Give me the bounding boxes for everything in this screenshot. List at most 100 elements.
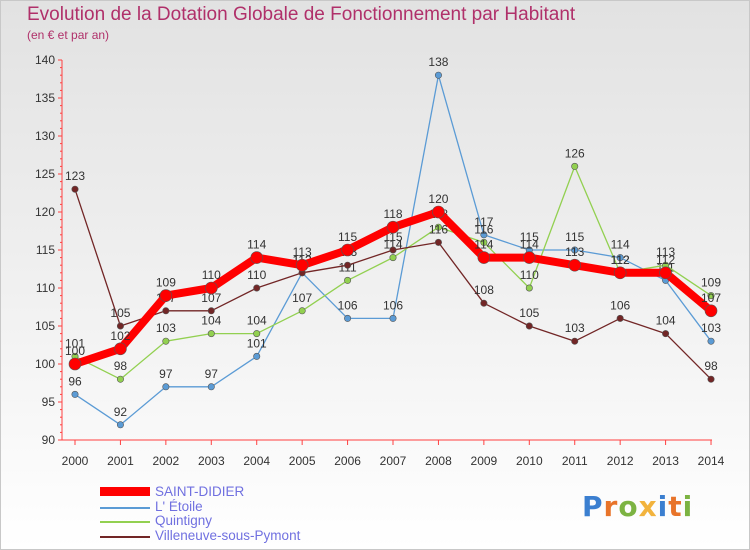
data-point-villeneuve-sous-pymont: [71, 185, 79, 193]
data-label-quintigny: 116: [474, 222, 493, 236]
data-label-l-etoile: 115: [520, 230, 539, 244]
data-point-quintigny: [116, 375, 124, 383]
data-point-villeneuve-sous-pymont: [207, 307, 215, 315]
data-label-villeneuve-sous-pymont: 106: [610, 298, 630, 312]
data-label-l-etoile: 106: [338, 298, 358, 312]
legend-label-quintigny: Quintigny: [155, 513, 213, 528]
x-tick-label: 2013: [652, 454, 679, 468]
data-label-villeneuve-sous-pymont: 123: [65, 169, 85, 183]
y-tick-label: 105: [35, 319, 55, 333]
data-point-quintigny: [344, 276, 352, 284]
data-label-quintigny: 104: [247, 314, 267, 328]
data-label-villeneuve-sous-pymont: 103: [565, 321, 585, 335]
data-label-villeneuve-sous-pymont: 108: [474, 283, 494, 297]
data-point-l-etoile: [480, 231, 488, 239]
legend-swatch-l-etoile: [100, 506, 150, 509]
legend-label-villeneuve-sous-pymont: Villeneuve-sous-Pymont: [155, 527, 301, 543]
data-point-quintigny: [434, 223, 442, 231]
data-point-l-etoile: [571, 246, 579, 254]
x-tick-label: 2007: [380, 454, 407, 468]
x-tick-label: 2006: [334, 454, 361, 468]
logo-letter: t: [668, 490, 683, 523]
data-label-l-etoile: 138: [428, 55, 448, 69]
data-label-l-etoile: 97: [205, 367, 219, 381]
data-label-saint-didier: 112: [611, 253, 630, 267]
data-point-saint-didier: [568, 258, 582, 272]
data-point-villeneuve-sous-pymont: [525, 322, 533, 330]
data-point-saint-didier: [704, 304, 718, 318]
data-label-l-etoile: 97: [159, 367, 173, 381]
x-tick-label: 2004: [243, 454, 270, 468]
data-point-villeneuve-sous-pymont: [616, 314, 624, 322]
legend-swatch-saint-didier: [100, 487, 150, 496]
legend-label-l-etoile: L' Étoile: [155, 498, 203, 514]
data-point-villeneuve-sous-pymont: [707, 375, 715, 383]
logo-letter: r: [603, 490, 619, 523]
data-label-saint-didier: 114: [520, 238, 539, 252]
data-point-l-etoile: [434, 71, 442, 79]
data-point-villeneuve-sous-pymont: [662, 330, 670, 338]
data-label-saint-didier: 102: [110, 329, 130, 343]
y-tick-label: 115: [36, 243, 55, 257]
x-tick-label: 2005: [289, 454, 316, 468]
x-tick-label: 2002: [153, 454, 180, 468]
data-label-quintigny: 98: [114, 359, 128, 373]
data-label-l-etoile: 115: [565, 230, 584, 244]
logo-letter: i: [657, 490, 669, 523]
data-point-saint-didier: [432, 205, 445, 219]
data-label-villeneuve-sous-pymont: 107: [201, 291, 221, 305]
data-point-quintigny: [253, 330, 261, 338]
data-point-saint-didier: [204, 281, 218, 295]
data-label-saint-didier: 118: [383, 207, 402, 221]
y-tick-label: 110: [36, 281, 55, 295]
data-point-villeneuve-sous-pymont: [480, 299, 488, 307]
logo-letter: o: [618, 490, 639, 523]
data-label-quintigny: 126: [565, 146, 585, 160]
data-point-saint-didier: [250, 251, 264, 264]
data-label-l-etoile: 117: [474, 215, 493, 229]
data-point-saint-didier: [522, 251, 536, 264]
data-label-quintigny: 103: [156, 321, 176, 335]
y-tick-label: 125: [35, 167, 55, 181]
data-point-l-etoile: [71, 390, 79, 398]
data-point-saint-didier: [159, 289, 173, 302]
data-point-quintigny: [389, 254, 397, 262]
data-label-saint-didier: 110: [202, 268, 221, 282]
data-label-villeneuve-sous-pymont: 105: [110, 306, 130, 320]
data-label-saint-didier: 109: [156, 276, 176, 290]
x-tick-label: 2000: [62, 454, 89, 468]
data-point-quintigny: [480, 238, 488, 246]
data-label-quintigny: 110: [520, 268, 539, 282]
data-label-quintigny: 101: [65, 336, 85, 350]
data-point-l-etoile: [344, 314, 352, 322]
data-label-l-etoile: 114: [611, 238, 630, 252]
legend-swatch-villeneuve-sous-pymont: [100, 535, 150, 538]
data-point-saint-didier: [477, 251, 491, 264]
x-tick-label: 2001: [107, 454, 134, 468]
data-point-quintigny: [298, 307, 306, 315]
x-tick-label: 2010: [516, 454, 543, 468]
chart-subtitle: (en € et par an): [27, 28, 110, 42]
data-label-saint-didier: 113: [565, 245, 584, 259]
y-tick-label: 130: [35, 129, 55, 143]
data-point-saint-didier: [386, 220, 400, 234]
data-label-quintigny: 107: [292, 291, 312, 305]
data-point-quintigny: [707, 292, 715, 300]
data-label-l-etoile: 106: [383, 298, 403, 312]
data-point-saint-didier: [114, 342, 127, 356]
logo-letter: P: [582, 490, 604, 523]
data-label-l-etoile: 103: [701, 321, 721, 335]
data-label-villeneuve-sous-pymont: 104: [656, 314, 676, 328]
data-label-saint-didier: 112: [656, 253, 675, 267]
data-point-l-etoile: [253, 352, 261, 360]
data-label-l-etoile: 101: [247, 336, 267, 350]
data-point-villeneuve-sous-pymont: [389, 246, 397, 254]
data-point-saint-didier: [341, 243, 354, 257]
data-point-l-etoile: [116, 421, 124, 429]
x-tick-label: 2011: [562, 454, 588, 468]
data-point-villeneuve-sous-pymont: [344, 261, 352, 269]
data-point-l-etoile: [207, 383, 215, 391]
data-label-saint-didier: 113: [293, 245, 312, 259]
data-point-villeneuve-sous-pymont: [253, 284, 261, 292]
